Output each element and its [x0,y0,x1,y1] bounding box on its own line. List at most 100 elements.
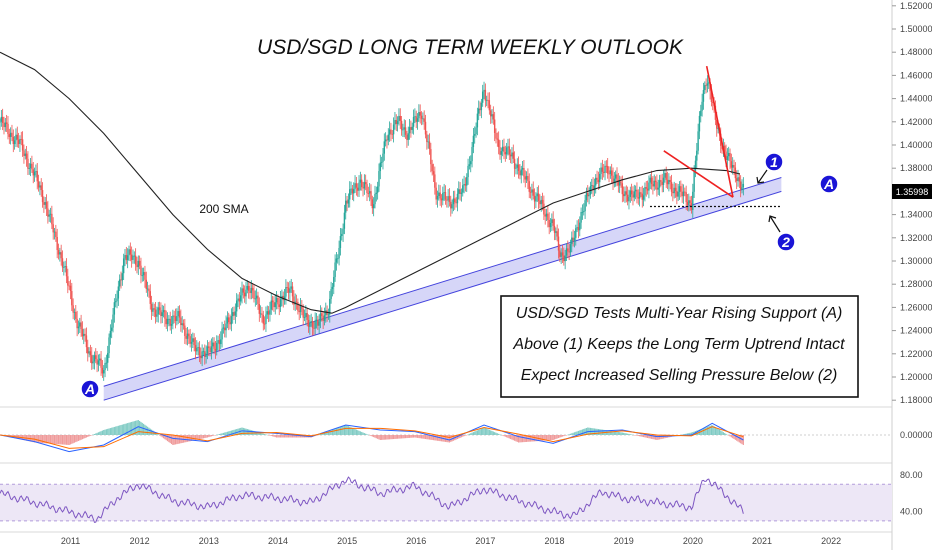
macd-histogram-bar [491,430,493,435]
price-candle-body [152,308,154,312]
price-candle-body [295,301,298,303]
macd-histogram-bar [233,429,235,435]
annotation-line-1: USD/SGD Tests Multi-Year Rising Support … [516,305,843,322]
price-tick-label: 1.30000 [900,256,932,266]
price-candle-body [535,196,537,202]
price-candle-body [674,187,677,191]
price-candle-body [423,118,425,122]
macd-histogram-bar [283,435,286,438]
price-candle-body [610,170,613,176]
price-candle-body [317,319,319,326]
price-candle-body [28,168,30,169]
price-candle-body [230,316,233,325]
macd-histogram-bar [389,435,391,440]
macd-histogram-bar [520,435,522,443]
price-candle-body [173,315,175,317]
price-candle-body [478,108,480,114]
macd-histogram-bar [289,435,291,438]
macd-histogram-bar [729,435,731,437]
price-candle-body [432,171,435,175]
price-candle-body [253,290,255,299]
price-candle-body [599,173,601,183]
macd-histogram-bar [681,434,683,436]
macd-histogram-bar [434,435,436,441]
price-candle-body [67,276,69,286]
sma-line [0,51,741,314]
year-tick-label: 2013 [199,536,219,546]
macd-histogram-bar [217,434,219,435]
macd-histogram-bar [326,431,328,435]
macd-histogram-bar [100,431,102,435]
macd-histogram-bar [277,435,279,438]
macd-histogram-bar [448,435,451,443]
price-candle-body [458,189,460,194]
macd-histogram-bar [57,435,60,445]
price-candle-body [666,179,669,185]
macd-histogram-bar [79,435,81,441]
price-tick-label: 1.52000 [900,1,932,11]
macd-histogram-bar [358,430,360,435]
price-candle-body [375,192,378,194]
price-candle-body [95,355,97,360]
macd-histogram-bar [112,427,114,435]
macd-histogram-bar [684,433,686,435]
price-candle-body [512,152,514,159]
price-candle-body [606,165,609,174]
price-candle-body [629,190,632,197]
macd-histogram-bar [101,430,103,435]
price-candle-body [318,321,320,326]
price-candle-body [45,202,48,209]
price-candle-body [335,258,338,263]
macd-histogram-bar [633,435,635,436]
macd-histogram-bar [492,431,494,435]
macd-histogram-bar [661,435,663,439]
price-candle-body [154,309,157,317]
price-candle-body [351,188,354,194]
macd-histogram-bar [214,435,217,436]
price-candle-body [321,313,323,317]
price-candle-body [547,213,549,220]
macd-histogram-bar [483,427,485,435]
price-candle-body [483,89,485,92]
price-candle-body [213,342,215,349]
macd-histogram-bar [317,435,319,436]
price-candle-body [56,237,58,251]
price-candle-body [556,231,558,237]
price-candle-body [105,362,108,364]
macd-histogram-bar [721,431,723,435]
price-candle-body [456,193,459,204]
price-candle-body [609,170,612,174]
macd-histogram-bar [544,435,546,441]
macd-histogram-bar [470,433,472,435]
macd-histogram-bar [117,425,119,435]
price-tick-label: 1.42000 [900,117,932,127]
price-candle-body [258,304,261,314]
macd-histogram-bar [103,430,105,435]
macd-histogram-bar [115,426,117,435]
price-candle-body [568,251,570,253]
price-candle-body [712,101,714,103]
price-candle-body [446,199,448,201]
macd-histogram-bar [318,434,320,436]
price-candle-body [262,314,264,324]
macd-histogram-bar [196,435,198,440]
price-candle-body [415,116,417,122]
price-candle-body [495,132,497,139]
price-candle-body [563,255,565,262]
macd-histogram-bar [423,435,425,439]
price-candle-body [735,178,738,182]
price-candle-body [543,203,545,215]
price-candle-body [443,192,445,193]
price-candle-body [603,171,605,173]
price-candle-body [185,335,187,339]
price-candle-body [156,314,158,317]
macd-histogram-bar [84,435,86,439]
price-candle-body [439,192,441,199]
price-candle-body [21,139,24,151]
price-candle-body [189,336,191,344]
price-candle-body [367,193,370,194]
price-candle-body [571,237,573,245]
price-candle-body [737,177,739,182]
macd-histogram-bar [718,429,720,435]
macd-histogram-bar [660,435,662,440]
